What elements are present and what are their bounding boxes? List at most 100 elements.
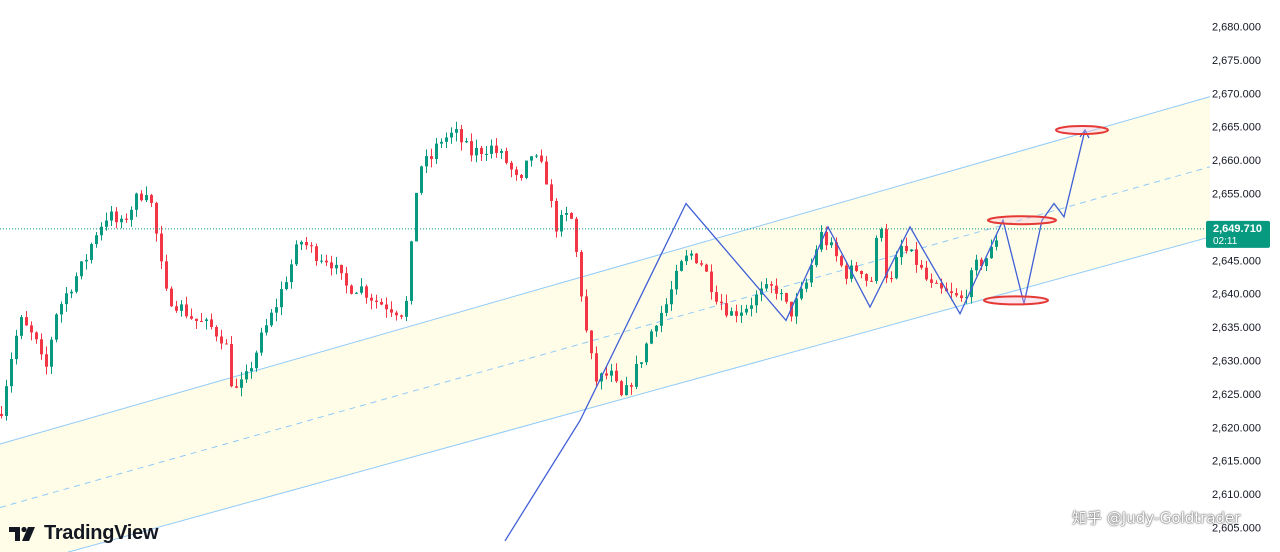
candle-body [805, 282, 808, 289]
candle-body [680, 261, 683, 271]
candle-body [885, 229, 888, 279]
candle-body [155, 202, 158, 234]
candle-body [495, 145, 498, 153]
candle-body [290, 264, 293, 283]
candle-body [540, 155, 543, 162]
candle-body [445, 137, 448, 142]
price-channel [0, 96, 1211, 552]
candle-body [300, 241, 303, 245]
candle-body [50, 339, 53, 367]
candle-body [935, 282, 938, 284]
candle-body [30, 325, 33, 333]
target-zone-marker [983, 295, 1049, 306]
candle-body [765, 284, 768, 289]
candle-body [205, 319, 208, 322]
candle-body [895, 257, 898, 279]
candle-body [535, 155, 538, 157]
candle-body [875, 237, 878, 282]
price-axis-tick-label: 2,610.000 [1212, 489, 1261, 501]
candle-body [825, 231, 828, 246]
price-axis-tick-label: 2,620.000 [1212, 422, 1261, 434]
candle-body [400, 315, 403, 317]
candle-body [405, 300, 408, 317]
candle-body [605, 373, 608, 376]
candle-body [275, 307, 278, 313]
price-tag-background [1206, 220, 1270, 248]
candle-body [920, 264, 923, 268]
target-zone-marker [987, 215, 1057, 226]
candle-body [815, 249, 818, 266]
candle-body [560, 214, 563, 232]
candle-body [165, 261, 168, 289]
price-tag-countdown: 02:11 [1213, 236, 1238, 247]
candle-body [355, 292, 358, 294]
candle-body [85, 259, 88, 262]
candle-body [20, 317, 23, 336]
candle-body [65, 293, 68, 305]
candle-body [575, 218, 578, 252]
candle-body [950, 291, 953, 294]
projection-line [504, 129, 1086, 542]
candle-body [340, 264, 343, 274]
candle-body [745, 308, 748, 313]
candle-body [60, 304, 63, 315]
candle-body [500, 151, 503, 153]
price-axis-tick-label: 2,670.000 [1212, 88, 1261, 100]
candle-body [880, 229, 883, 238]
candle-body [995, 240, 998, 247]
candle-body [45, 354, 48, 367]
candle-body [800, 288, 803, 299]
price-axis-tick-label: 2,615.000 [1212, 456, 1261, 468]
candle-body [955, 293, 958, 296]
candle-body [150, 195, 153, 203]
candle-body [750, 305, 753, 309]
candle-body [940, 283, 943, 289]
price-axis-tick-label: 2,625.000 [1212, 389, 1261, 401]
candle-body [775, 285, 778, 294]
candle-body [635, 363, 638, 387]
candle-body [185, 304, 188, 317]
candle-body [475, 147, 478, 156]
candle-body [255, 352, 258, 369]
candle-body [975, 259, 978, 271]
candle-body [470, 141, 473, 156]
candle-body [870, 280, 873, 282]
candle-body [200, 321, 203, 323]
candle-body [905, 246, 908, 252]
candle-body [55, 314, 58, 340]
candle-body [25, 317, 28, 326]
candle-body [90, 244, 93, 260]
tradingview-brand[interactable]: TradingView [8, 522, 158, 545]
candle-body [685, 255, 688, 262]
price-axis[interactable]: 2,680.000 2,675.000 2,670.000 2,665.000 2,66… [1212, 22, 1261, 535]
candle-body [105, 220, 108, 227]
candle-body [110, 211, 113, 221]
candle-body [0, 413, 3, 416]
candle-body [970, 270, 973, 298]
candle-body [325, 260, 328, 263]
candle-body [990, 246, 993, 259]
candle-body [220, 336, 223, 344]
price-axis-tick-label: 2,605.000 [1212, 523, 1261, 535]
candle-body [900, 246, 903, 258]
candle-body [510, 162, 513, 170]
candle-body [335, 264, 338, 269]
candle-body [315, 246, 318, 262]
candle-body [100, 226, 103, 236]
price-axis-tick-label: 2,635.000 [1212, 322, 1261, 334]
candle-body [370, 297, 373, 301]
candle-body [350, 285, 353, 294]
candle-body [720, 301, 723, 304]
candle-body [520, 174, 523, 178]
candle-body [330, 262, 333, 269]
candle-body [140, 193, 143, 201]
candle-body [670, 289, 673, 305]
author-watermark: 知乎 @Judy-Goldtrader [1072, 509, 1241, 527]
candle-body [640, 362, 643, 364]
candle-body [650, 331, 653, 344]
candle-body [270, 312, 273, 326]
candle-body [490, 145, 493, 154]
candle-body [15, 335, 18, 360]
price-axis-tick-label: 2,660.000 [1212, 155, 1261, 167]
